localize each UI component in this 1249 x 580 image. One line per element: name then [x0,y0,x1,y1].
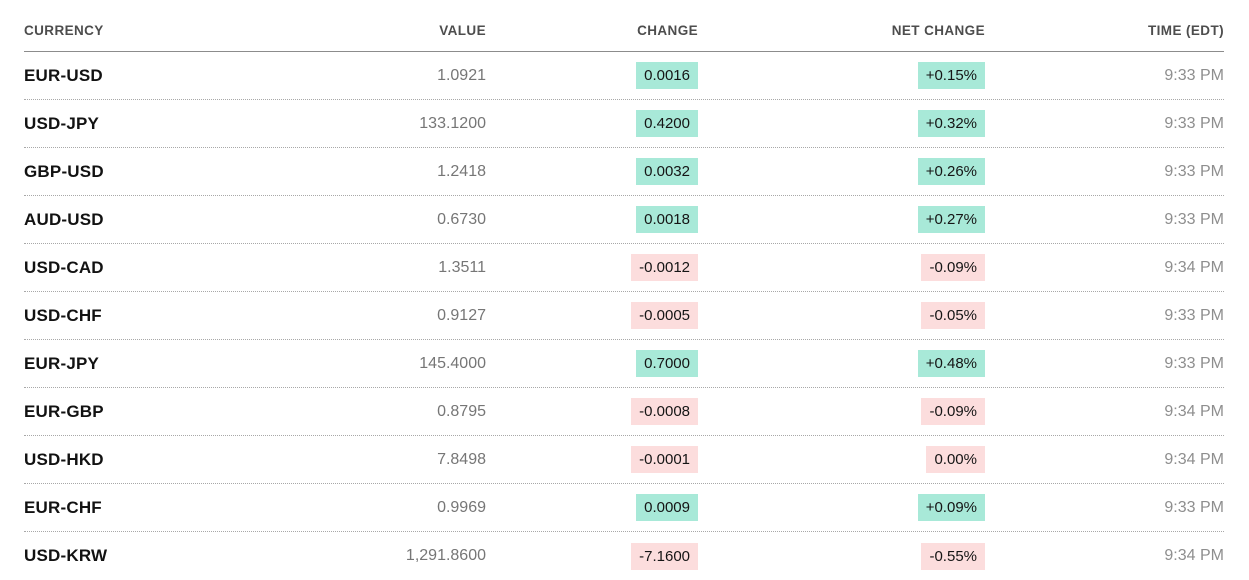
net-change-badge: +0.32% [917,110,985,137]
table-row[interactable]: AUD-USD 0.6730 0.0018 +0.27% 9:33 PM [24,196,1224,244]
table-row[interactable]: USD-JPY 133.1200 0.4200 +0.32% 9:33 PM [24,100,1224,148]
time-cell: 9:33 PM [1164,498,1224,516]
value-cell: 1,291.8600 [405,547,486,564]
time-cell: 9:33 PM [1164,114,1224,132]
table-row[interactable]: USD-KRW 1,291.8600 -7.1600 -0.55% 9:34 P… [24,532,1224,580]
column-header-currency: CURRENCY [24,23,104,38]
currency-pair-link[interactable]: USD-CAD [24,257,104,277]
change-cell: 0.0032 [486,158,698,185]
net-change-cell: +0.09% [698,494,985,521]
change-badge: 0.0018 [636,206,698,233]
time-cell: 9:33 PM [1164,66,1224,84]
column-header-time: TIME (EDT) [1148,23,1224,38]
table-row[interactable]: EUR-JPY 145.4000 0.7000 +0.48% 9:33 PM [24,340,1224,388]
net-change-cell: -0.05% [698,302,985,329]
change-badge: 0.0009 [636,494,698,521]
net-change-badge: +0.26% [917,158,985,185]
currency-pair-link[interactable]: EUR-JPY [24,353,100,373]
table-row[interactable]: EUR-GBP 0.8795 -0.0008 -0.09% 9:34 PM [24,388,1224,436]
value-cell: 1.2418 [437,162,486,180]
currency-pair-link[interactable]: USD-KRW [24,546,108,565]
currency-pair-link[interactable]: EUR-GBP [24,401,104,421]
table-row[interactable]: GBP-USD 1.2418 0.0032 +0.26% 9:33 PM [24,148,1224,196]
column-header-change: CHANGE [637,23,698,38]
value-cell: 7.8498 [437,450,486,468]
time-cell: 9:34 PM [1164,547,1224,564]
net-change-badge: -0.09% [921,254,985,281]
currency-pair-link[interactable]: GBP-USD [24,161,104,181]
time-cell: 9:34 PM [1164,402,1224,420]
net-change-cell: 0.00% [698,446,985,473]
time-cell: 9:33 PM [1164,210,1224,228]
change-cell: 0.0016 [486,62,698,89]
change-badge: 0.7000 [636,350,698,377]
currency-pair-link[interactable]: EUR-USD [24,65,103,85]
time-cell: 9:33 PM [1164,354,1224,372]
table-row[interactable]: EUR-USD 1.0921 0.0016 +0.15% 9:33 PM [24,52,1224,100]
net-change-badge: +0.09% [917,494,985,521]
change-cell: 0.4200 [486,110,698,137]
net-change-badge: +0.15% [917,62,985,89]
change-cell: 0.7000 [486,350,698,377]
change-cell: 0.0018 [486,206,698,233]
table-row[interactable]: USD-HKD 7.8498 -0.0001 0.00% 9:34 PM [24,436,1224,484]
net-change-badge: -0.09% [921,398,985,425]
currency-pair-link[interactable]: USD-HKD [24,449,104,469]
change-badge: -0.0012 [631,254,698,281]
value-cell: 0.8795 [437,402,486,420]
change-cell: -0.0012 [486,254,698,281]
table-body: EUR-USD 1.0921 0.0016 +0.15% 9:33 PM USD… [24,52,1224,580]
value-cell: 1.0921 [437,66,486,84]
currency-pair-link[interactable]: AUD-USD [24,209,104,229]
time-cell: 9:33 PM [1164,306,1224,324]
change-badge: 0.0032 [636,158,698,185]
change-cell: -7.1600 [486,542,698,570]
change-badge: -7.1600 [631,542,698,570]
value-cell: 0.6730 [437,210,486,228]
change-badge: -0.0008 [631,398,698,425]
value-cell: 145.4000 [419,354,486,372]
net-change-badge: +0.27% [917,206,985,233]
change-cell: -0.0005 [486,302,698,329]
time-cell: 9:33 PM [1164,162,1224,180]
change-cell: -0.0001 [486,446,698,473]
net-change-cell: +0.32% [698,110,985,137]
change-cell: 0.0009 [486,494,698,521]
currency-pair-link[interactable]: USD-JPY [24,113,100,133]
net-change-cell: +0.48% [698,350,985,377]
value-cell: 0.9969 [437,498,486,516]
change-badge: 0.4200 [636,110,698,137]
column-header-value: VALUE [439,23,486,38]
net-change-cell: -0.55% [698,542,985,570]
table-header-row: CURRENCY VALUE CHANGE NET CHANGE TIME (E… [24,0,1224,52]
value-cell: 133.1200 [419,114,486,132]
change-cell: -0.0008 [486,398,698,425]
change-badge: 0.0016 [636,62,698,89]
net-change-cell: -0.09% [698,398,985,425]
value-cell: 0.9127 [437,306,486,324]
value-cell: 1.3511 [438,258,486,276]
net-change-cell: +0.27% [698,206,985,233]
net-change-badge: 0.00% [926,446,985,473]
currency-pair-link[interactable]: USD-CHF [24,305,102,325]
net-change-badge: -0.55% [921,542,985,570]
change-badge: -0.0005 [631,302,698,329]
net-change-cell: +0.26% [698,158,985,185]
time-cell: 9:34 PM [1164,258,1224,276]
net-change-badge: -0.05% [921,302,985,329]
table-row[interactable]: EUR-CHF 0.9969 0.0009 +0.09% 9:33 PM [24,484,1224,532]
currency-table: CURRENCY VALUE CHANGE NET CHANGE TIME (E… [24,0,1224,580]
table-row[interactable]: USD-CAD 1.3511 -0.0012 -0.09% 9:34 PM [24,244,1224,292]
net-change-cell: -0.09% [698,254,985,281]
net-change-badge: +0.48% [917,350,985,377]
change-badge: -0.0001 [631,446,698,473]
table-row[interactable]: USD-CHF 0.9127 -0.0005 -0.05% 9:33 PM [24,292,1224,340]
column-header-net-change: NET CHANGE [891,23,985,38]
time-cell: 9:34 PM [1164,450,1224,468]
net-change-cell: +0.15% [698,62,985,89]
currency-pair-link[interactable]: EUR-CHF [24,497,102,517]
